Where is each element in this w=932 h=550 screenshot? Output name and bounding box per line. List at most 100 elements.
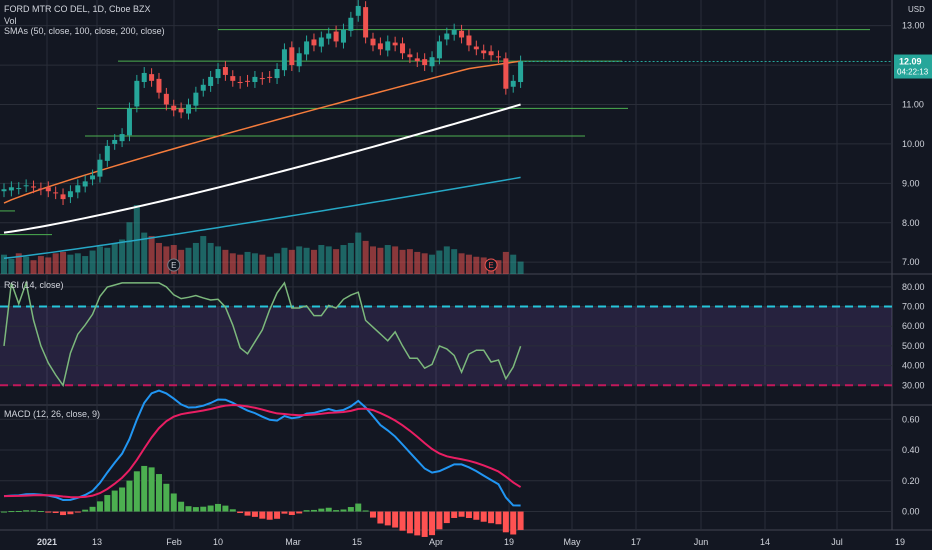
earnings-marker: E	[167, 258, 181, 272]
macd-histogram-bar	[458, 511, 465, 517]
volume-bar	[451, 249, 458, 274]
volume-bar	[192, 242, 199, 274]
candle-body	[193, 92, 199, 106]
candle-body	[82, 181, 88, 187]
volume-bar	[119, 239, 126, 274]
candle-body	[296, 53, 302, 67]
candle-body	[45, 187, 51, 192]
macd-histogram-bar	[347, 507, 354, 512]
volume-bar	[207, 242, 214, 274]
candle-body	[422, 59, 428, 66]
macd-histogram-bar	[406, 511, 413, 534]
volume-bar	[355, 232, 362, 274]
sma-50-line	[3, 60, 521, 204]
macd-histogram-bar	[377, 511, 384, 524]
rsi-tick-label: 30.00	[902, 380, 925, 390]
volume-bar	[502, 251, 509, 274]
macd-histogram-bar	[502, 511, 509, 533]
volume-bar	[303, 247, 310, 274]
macd-histogram-bar	[244, 511, 251, 516]
x-axis-label: 19	[895, 537, 905, 547]
candle-body	[230, 76, 236, 81]
price-tick-label: 11.00	[902, 99, 924, 109]
x-axis-label: 17	[631, 537, 641, 547]
volume-bar	[229, 253, 236, 274]
candle-body	[311, 39, 317, 46]
candle-body	[208, 76, 214, 86]
candle-body	[481, 50, 487, 54]
macd-histogram-bar	[141, 465, 148, 512]
volume-bar	[465, 254, 472, 274]
volume-bar	[406, 249, 413, 274]
macd-histogram-bar	[200, 506, 207, 512]
currency-label: USD	[908, 5, 925, 14]
candle-body	[510, 80, 516, 87]
x-axis-label: Apr	[429, 537, 443, 547]
rsi-tick-label: 80.00	[902, 282, 925, 292]
candle-body	[429, 57, 435, 67]
macd-histogram-bar	[303, 510, 310, 512]
candle-body	[518, 61, 524, 83]
earnings-label: E	[171, 261, 176, 270]
price-tick-label: 8.00	[902, 218, 920, 228]
macd-histogram-bar	[510, 511, 517, 535]
price-tick-label: 13.00	[902, 21, 925, 31]
macd-histogram-bar	[355, 503, 362, 512]
volume-bar	[340, 245, 347, 274]
earnings-circle	[167, 258, 181, 272]
volume-bar	[104, 247, 111, 274]
macd-histogram-bar	[23, 510, 30, 512]
macd-histogram-bar	[133, 471, 140, 512]
candle-body	[60, 194, 66, 200]
macd-histogram-bar	[67, 511, 74, 515]
macd-histogram-bar	[126, 480, 133, 512]
macd-line	[3, 389, 521, 507]
macd-histogram-bar	[185, 506, 192, 512]
candle-body	[222, 67, 228, 75]
candle-body	[156, 78, 162, 93]
macd-histogram-bar	[325, 507, 332, 512]
x-axis-label: 14	[760, 537, 770, 547]
macd-histogram-bar	[429, 511, 436, 536]
volume-bar	[310, 249, 317, 274]
volume-bar	[377, 247, 384, 274]
macd-histogram-bar	[178, 501, 185, 512]
volume-bar	[443, 246, 450, 274]
rsi-tick-label: 60.00	[902, 321, 925, 331]
candle-body	[326, 33, 332, 39]
x-axis-label: May	[563, 537, 581, 547]
macd-histogram-bar	[37, 511, 44, 513]
macd-histogram-bar	[421, 511, 428, 537]
x-axis-label: Jul	[831, 537, 843, 547]
macd-histogram-bar	[96, 501, 103, 512]
candle-body	[237, 82, 243, 84]
macd-histogram-bar	[148, 467, 155, 512]
candle-body	[97, 159, 103, 177]
rsi-tick-label: 50.00	[902, 341, 925, 351]
macd-histogram-bar	[465, 511, 472, 519]
volume-bar	[296, 246, 303, 274]
candle-body	[8, 187, 14, 191]
candle-body	[90, 175, 96, 180]
candle-body	[126, 108, 132, 136]
candle-body	[163, 93, 169, 105]
rsi-tick-label: 40.00	[902, 361, 925, 371]
candle-body	[289, 47, 295, 66]
macd-histogram-bar	[207, 505, 214, 512]
volume-bar	[82, 256, 89, 274]
volume-bar	[325, 246, 332, 274]
volume-bar	[8, 258, 15, 274]
macd-histogram-bar	[488, 511, 495, 524]
candle-body	[503, 58, 509, 89]
candle-body	[141, 72, 147, 83]
volume-bar	[15, 253, 22, 274]
macd-histogram-bar	[119, 487, 126, 512]
volume-bar	[30, 260, 37, 274]
candle-body	[407, 54, 413, 58]
candle-body	[200, 84, 206, 91]
candle-body	[473, 46, 479, 50]
volume-bar	[274, 253, 281, 274]
x-axis-label: 15	[352, 537, 362, 547]
macd-histogram-bar	[495, 511, 502, 525]
